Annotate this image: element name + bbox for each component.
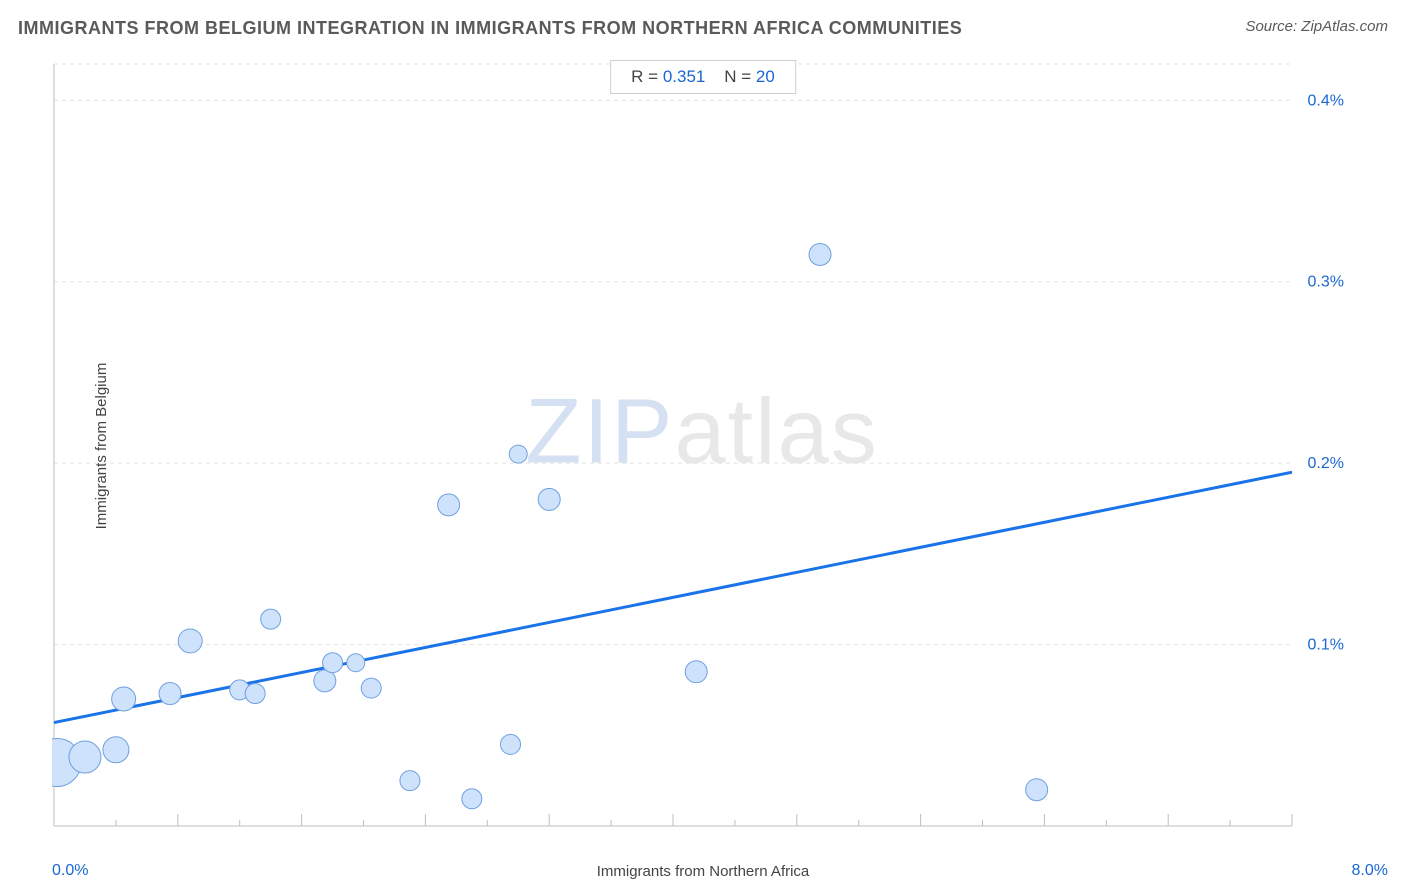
data-point bbox=[69, 741, 101, 773]
y-tick-label: 0.1% bbox=[1308, 637, 1344, 654]
data-point bbox=[178, 629, 202, 653]
data-point bbox=[361, 678, 381, 698]
data-point bbox=[347, 654, 365, 672]
stats-box: R = 0.351 N = 20 bbox=[610, 60, 796, 94]
data-point bbox=[323, 653, 343, 673]
r-label: R = bbox=[631, 67, 663, 86]
data-point bbox=[159, 683, 181, 705]
data-point bbox=[112, 687, 136, 711]
x-axis-max: 8.0% bbox=[1352, 862, 1388, 880]
chart-title: IMMIGRANTS FROM BELGIUM INTEGRATION IN I… bbox=[18, 18, 962, 38]
data-point bbox=[501, 734, 521, 754]
y-tick-label: 0.4% bbox=[1308, 92, 1344, 109]
data-point bbox=[1026, 779, 1048, 801]
data-point bbox=[438, 494, 460, 516]
scatter-plot-svg: 0.1% 0.2% 0.3% 0.4% bbox=[52, 54, 1352, 842]
n-value: 20 bbox=[756, 67, 775, 86]
n-label: N = bbox=[724, 67, 756, 86]
data-point bbox=[400, 771, 420, 791]
data-point bbox=[462, 789, 482, 809]
source-label: Source: ZipAtlas.com bbox=[1245, 18, 1388, 35]
r-value: 0.351 bbox=[663, 67, 706, 86]
data-point bbox=[245, 684, 265, 704]
data-point bbox=[103, 737, 129, 763]
data-point bbox=[538, 488, 560, 510]
y-tick-label: 0.2% bbox=[1308, 455, 1344, 472]
data-point bbox=[809, 244, 831, 266]
y-tick-label: 0.3% bbox=[1308, 274, 1344, 291]
x-axis-label: Immigrants from Northern Africa bbox=[0, 863, 1406, 880]
chart-plot-area: ZIPatlas 0.1%0.2%0.3%0.4% bbox=[52, 54, 1352, 842]
data-point bbox=[509, 445, 527, 463]
data-point bbox=[261, 609, 281, 629]
data-point bbox=[685, 661, 707, 683]
